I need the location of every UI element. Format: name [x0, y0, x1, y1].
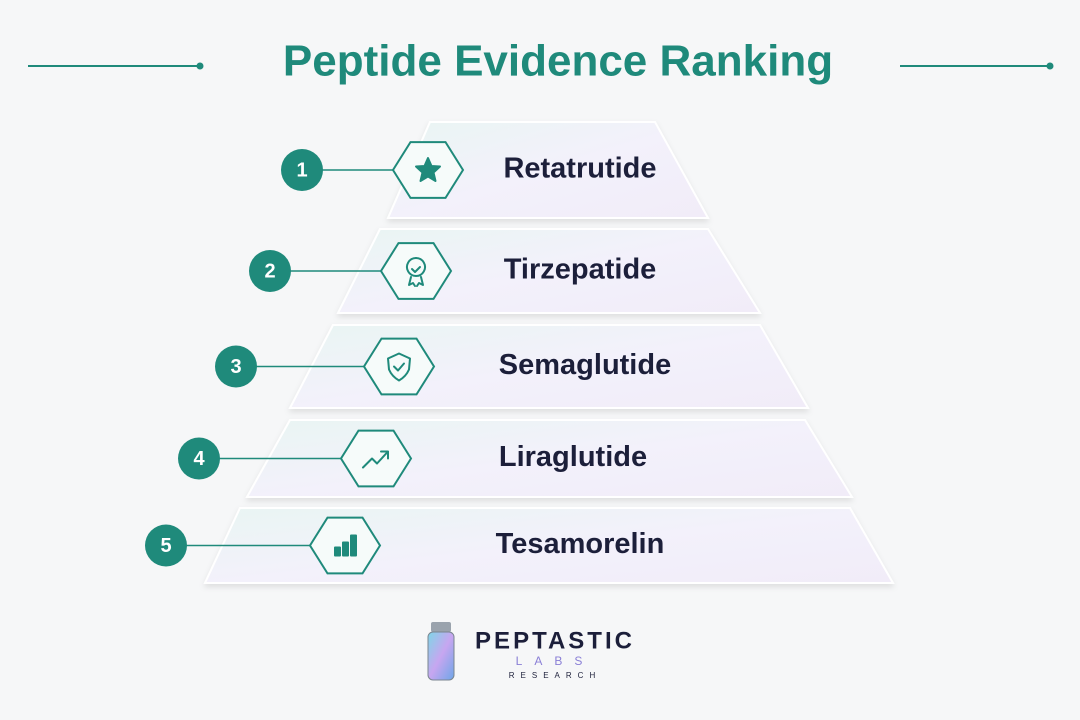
rank-badge [281, 149, 323, 191]
icon [387, 352, 411, 382]
icon [334, 534, 357, 557]
tier-label: Tesamorelin [496, 528, 665, 560]
tier-label: Retatrutide [503, 153, 656, 185]
rank-badge [145, 524, 187, 567]
tier-label: Semaglutide [499, 349, 671, 381]
tier-label: Liraglutide [499, 441, 647, 473]
title: Peptide Evidence Ranking [283, 37, 833, 86]
icon [406, 257, 426, 287]
vial-cap [431, 622, 451, 632]
icon-hexagon [339, 429, 413, 488]
rank-badge [249, 250, 291, 292]
title-rule-dot [1046, 62, 1054, 70]
title-rule-dot [196, 62, 204, 70]
rank-badge [178, 437, 220, 480]
rank-number: 1 [296, 159, 307, 181]
tier-label: Tirzepatide [504, 254, 657, 286]
icon [415, 157, 441, 182]
rank-badge [215, 345, 257, 388]
rank-number: 2 [264, 260, 275, 282]
tier [336, 228, 762, 314]
pyramid: 1 Retatrutide 2 Tirzepatide 3 Semaglutide 4 Lir… [145, 121, 895, 584]
logo: PEPTASTIC LABS RESEARCH [427, 622, 635, 681]
rank-number: 4 [193, 448, 205, 470]
rank-number: 3 [230, 356, 241, 378]
logo-line3: RESEARCH [509, 671, 601, 680]
icon-hexagon [362, 337, 436, 396]
icon [362, 450, 389, 469]
tier [203, 507, 895, 584]
rank-number: 5 [160, 535, 171, 557]
vial [427, 631, 455, 681]
logo-line2: LABS [516, 654, 595, 668]
logo-name: PEPTASTIC [475, 627, 635, 654]
